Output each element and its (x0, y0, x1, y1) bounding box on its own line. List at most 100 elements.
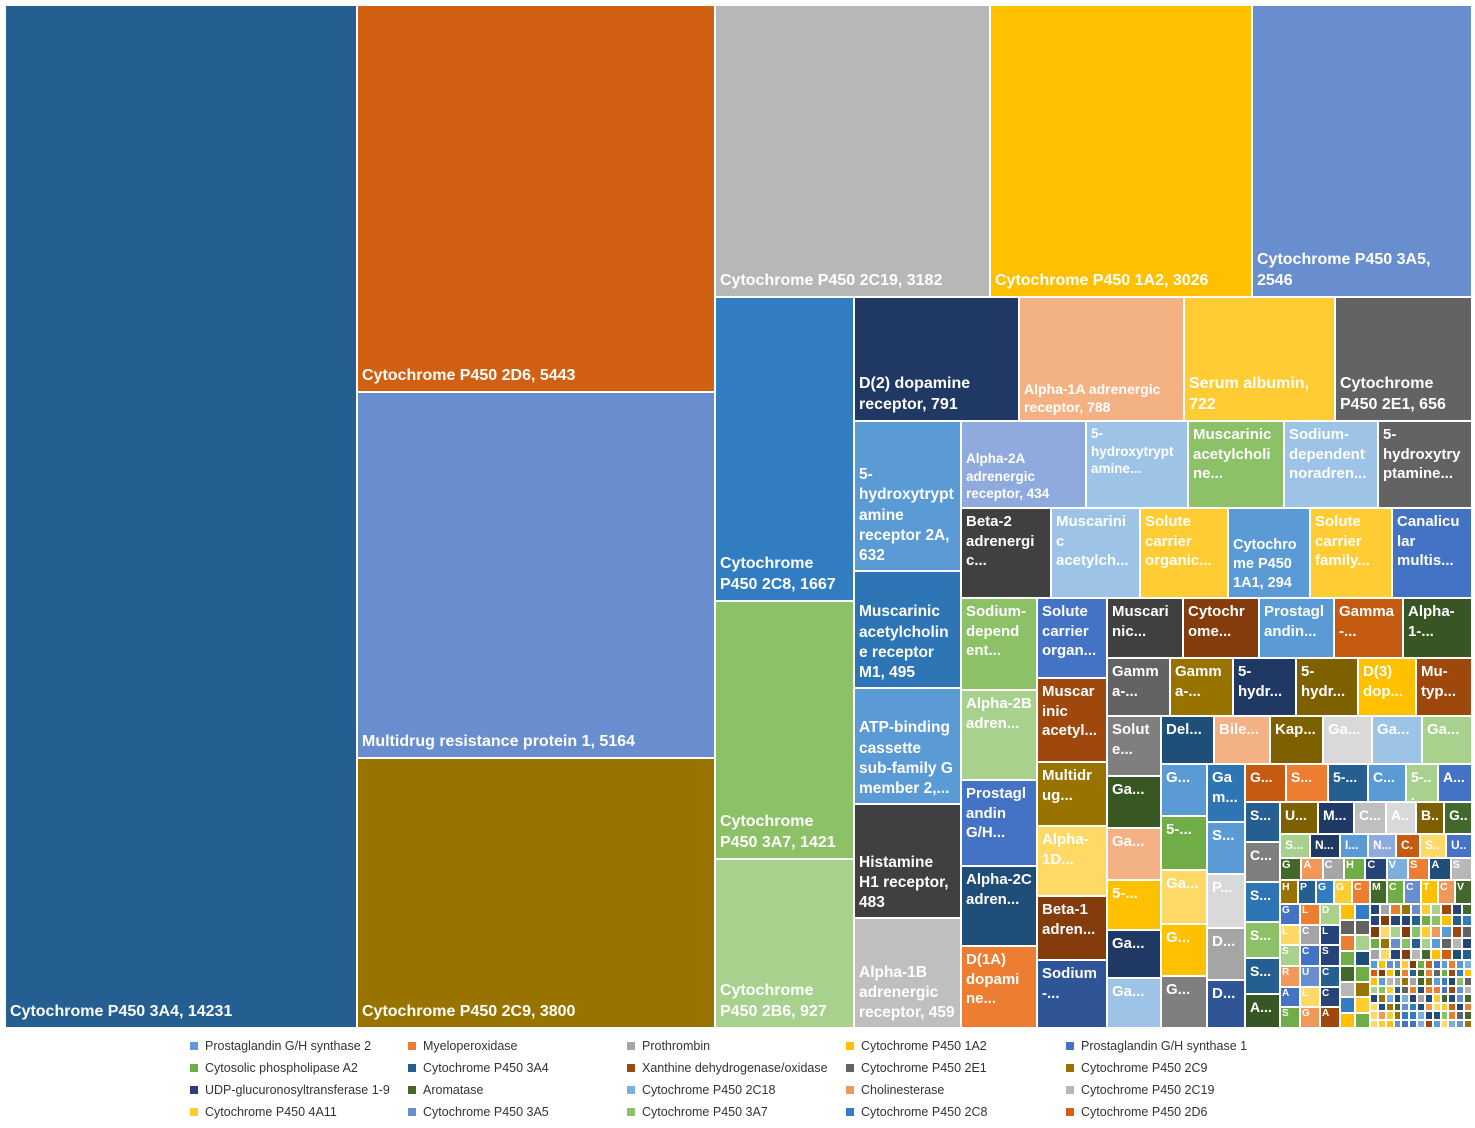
legend-item: UDP-glucuronosyltransferase 1-9 (190, 1080, 390, 1100)
treemap-cell-small: S... (1207, 822, 1245, 874)
treemap-cell-tiny: G (1316, 880, 1334, 904)
treemap-cell-tiny (1370, 968, 1378, 977)
treemap-cell-tiny (1393, 960, 1402, 969)
treemap-cell-tiny (1380, 948, 1391, 960)
treemap-cell-tiny (1377, 968, 1386, 977)
treemap-cell-small-label: Ga... (1427, 721, 1460, 738)
treemap-cell-tiny (1370, 994, 1378, 1003)
treemap-cell-tiny: G (1280, 858, 1302, 880)
treemap-cell-small: S... (1245, 882, 1280, 922)
treemap-cell-small: Beta-1 adren... (1037, 896, 1107, 960)
treemap-cell-tiny (1370, 1011, 1378, 1020)
treemap-cell-tiny (1355, 950, 1370, 966)
treemap-cell-tiny (1409, 994, 1418, 1003)
legend-label: Xanthine dehydrogenase/oxidase (642, 1061, 828, 1075)
treemap-cell-tiny (1393, 1019, 1402, 1028)
treemap-cell-small: S... (1420, 834, 1446, 858)
treemap-cell-tiny-label: C (1322, 987, 1330, 999)
cell-cytochrome-p450-2e1-label: Cytochrome P450 2E1, 656 (1340, 375, 1446, 414)
treemap-cell-tiny (1380, 926, 1391, 938)
treemap-cell-tiny (1424, 968, 1433, 977)
treemap-cell-tiny (1340, 935, 1355, 951)
treemap-cell-tiny (1409, 1019, 1418, 1028)
treemap-cell-tiny (1456, 960, 1465, 969)
treemap-cell-tiny (1431, 904, 1442, 916)
treemap-cell-tiny (1421, 948, 1432, 960)
treemap-cell-tiny (1385, 1002, 1394, 1011)
treemap-cell-tiny (1431, 937, 1442, 949)
treemap-cell-small: Del... (1161, 716, 1214, 764)
treemap-cell-small: 5-hydr... (1233, 658, 1296, 716)
cell-multidrug-resistance-protein-1-label: Multidrug resistance protein 1, 5164 (362, 733, 635, 751)
treemap-cell-small-label: N... (1315, 838, 1334, 852)
legend-item: Xanthine dehydrogenase/oxidase (627, 1058, 828, 1078)
treemap-cell-small-label: S... (1250, 887, 1272, 903)
treemap-cell-tiny (1451, 926, 1462, 938)
treemap-cell-tiny-label: G (1318, 881, 1327, 893)
treemap-cell-tiny (1421, 915, 1432, 927)
treemap-cell-tiny (1456, 1011, 1465, 1020)
legend-label: Cytochrome P450 3A5 (423, 1105, 549, 1119)
treemap-cell-tiny (1340, 919, 1355, 935)
treemap-cell-tiny (1448, 1002, 1457, 1011)
legend-label: Cytochrome P450 2E1 (861, 1061, 987, 1075)
treemap-cell-small-label: 5-... (1333, 769, 1358, 785)
cell-cytochrome-p450-2c9-label: Cytochrome P450 2C9, 3800 (362, 1003, 576, 1021)
treemap-cell-small: Multidr ug... (1037, 762, 1107, 826)
treemap-cell-small-label: Beta-1 adren... (1042, 901, 1096, 938)
treemap-cell-tiny (1464, 1002, 1472, 1011)
treemap-cell-tiny-label: L (1302, 905, 1309, 916)
treemap-cell-tiny-label: P (1300, 881, 1308, 893)
cell-d-2-dopamine-receptor-label: D(2) dopamine receptor, 791 (859, 375, 971, 414)
treemap-cell-tiny (1401, 968, 1410, 977)
legend-swatch (846, 1086, 854, 1094)
treemap-cell-tiny (1409, 968, 1418, 977)
treemap-cell-small-label: Alpha-1D... (1042, 831, 1089, 868)
legend-item: Aromatase (408, 1080, 483, 1100)
treemap-cell-small-label: 5-hydroxytrypt amine... (1091, 426, 1174, 477)
treemap-cell-small-label: G... (1449, 807, 1468, 834)
treemap-chart: Cytochrome P450 3A4, 14231 Cytochrome P45… (5, 5, 1472, 1028)
legend-swatch (846, 1108, 854, 1116)
treemap-cell-tiny (1401, 1019, 1410, 1028)
treemap-cell-tiny (1461, 926, 1472, 938)
treemap-cell-tiny: S (1280, 1007, 1300, 1028)
cell-histamine-h1-receptor-label: Histamine H1 receptor, 483 (859, 853, 949, 911)
legend-label: Cytochrome P450 3A7 (642, 1105, 768, 1119)
treemap-cell-small-label: Prostagl andin... (1264, 603, 1325, 640)
treemap-cell-tiny (1393, 1011, 1402, 1020)
treemap-cell-tiny (1409, 977, 1418, 986)
treemap-cell-tiny: A (1320, 1007, 1340, 1028)
treemap-cell-tiny (1340, 1012, 1355, 1028)
treemap-cell-small: G... (1245, 764, 1286, 802)
treemap-cell-tiny (1377, 994, 1386, 1003)
treemap-cell-small: Solut e... (1107, 716, 1161, 776)
legend-swatch (627, 1064, 635, 1072)
treemap-cell-tiny (1370, 948, 1381, 960)
cell-alpha-2a-adrenergic-receptor-label: Alpha-2A adrenergic receptor, 434 (966, 451, 1050, 502)
cell-cytochrome-p450-3a4: Cytochrome P450 3A4, 14231 (5, 5, 357, 1028)
treemap-cell-tiny-label: A (1431, 859, 1440, 871)
treemap-cell-tiny (1401, 960, 1410, 969)
treemap-cell-tiny (1393, 985, 1402, 994)
treemap-cell-tiny (1340, 950, 1355, 966)
treemap-cell-tiny-label: C (1440, 881, 1448, 893)
treemap-cell-tiny (1355, 919, 1370, 935)
treemap-cell-small: G... (1161, 924, 1207, 976)
cell-cytochrome-p450-3a5: Cytochrome P450 3A5, 2546 (1252, 5, 1472, 297)
treemap-cell-tiny: C (1300, 945, 1320, 966)
treemap-cell-tiny-label: U (1302, 967, 1310, 978)
treemap-cell-tiny (1461, 948, 1472, 960)
treemap-cell-tiny (1432, 1011, 1441, 1020)
legend-item: Cytochrome P450 2C9 (1066, 1058, 1207, 1078)
cell-alpha-1b-adrenergic-receptor-label: Alpha-1B adrenergic receptor, 459 (859, 963, 955, 1021)
legend-item: Cytochrome P450 2C19 (1066, 1080, 1214, 1100)
treemap-cell-tiny (1370, 904, 1381, 916)
treemap-cell-tiny (1456, 985, 1465, 994)
cell-cytochrome-p450-3a5-label: Cytochrome P450 3A5, 2546 (1257, 251, 1431, 290)
treemap-cell-tiny (1370, 960, 1378, 969)
legend-label: Cytochrome P450 2C19 (1081, 1083, 1215, 1097)
treemap-cell-small-label: A... (1250, 999, 1272, 1015)
treemap-cell-tiny (1440, 1002, 1449, 1011)
treemap-cell-tiny: C (1320, 986, 1340, 1008)
